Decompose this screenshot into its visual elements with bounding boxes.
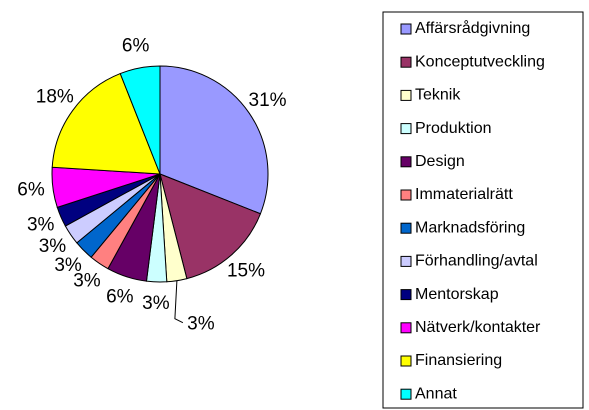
data-label: 3% <box>54 255 82 276</box>
pie-slice <box>159 65 269 215</box>
legend-swatch <box>400 289 412 301</box>
legend-swatch <box>400 388 412 400</box>
data-label: 18% <box>36 87 74 108</box>
legend-label: Immaterialrätt <box>415 186 513 203</box>
pie-slice <box>119 65 161 175</box>
data-label: 15% <box>227 261 265 282</box>
legend-label: Design <box>415 153 465 170</box>
legend-label: Nätverk/kontakter <box>415 319 541 336</box>
data-label: 31% <box>249 90 287 111</box>
pie-slice <box>51 72 161 175</box>
legend-swatch <box>400 322 412 334</box>
legend-swatch <box>400 56 412 68</box>
legend-label: Konceptutveckling <box>415 53 545 70</box>
data-label: 3% <box>39 236 67 257</box>
legend-label: Annat <box>415 385 457 402</box>
pie-slice <box>159 173 262 280</box>
data-label: 6% <box>122 35 150 56</box>
legend-swatch <box>400 255 412 267</box>
legend-swatch <box>400 23 412 35</box>
legend-swatch <box>400 156 412 168</box>
leader-line <box>174 280 184 324</box>
data-label: 6% <box>17 179 45 200</box>
data-label: 3% <box>27 215 55 236</box>
legend-swatch <box>400 222 412 234</box>
legend-label: Finansiering <box>415 352 502 369</box>
data-label: 3% <box>142 293 170 314</box>
legend-label: Affärsrådgivning <box>415 19 530 37</box>
legend-label: Marknadsföring <box>415 219 525 236</box>
data-label: 3% <box>187 314 215 335</box>
legend-swatch <box>400 123 412 135</box>
legend-label: Teknik <box>415 87 461 104</box>
legend-swatch <box>400 89 412 101</box>
legend-label: Förhandling/avtal <box>415 253 538 270</box>
legend-box <box>382 11 584 409</box>
legend-label: Mentorskap <box>415 286 499 303</box>
data-label: 6% <box>106 287 134 308</box>
legend-swatch <box>400 355 412 367</box>
legend-swatch <box>400 189 412 201</box>
data-label: 3% <box>73 271 101 292</box>
legend-label: Produktion <box>415 120 492 137</box>
